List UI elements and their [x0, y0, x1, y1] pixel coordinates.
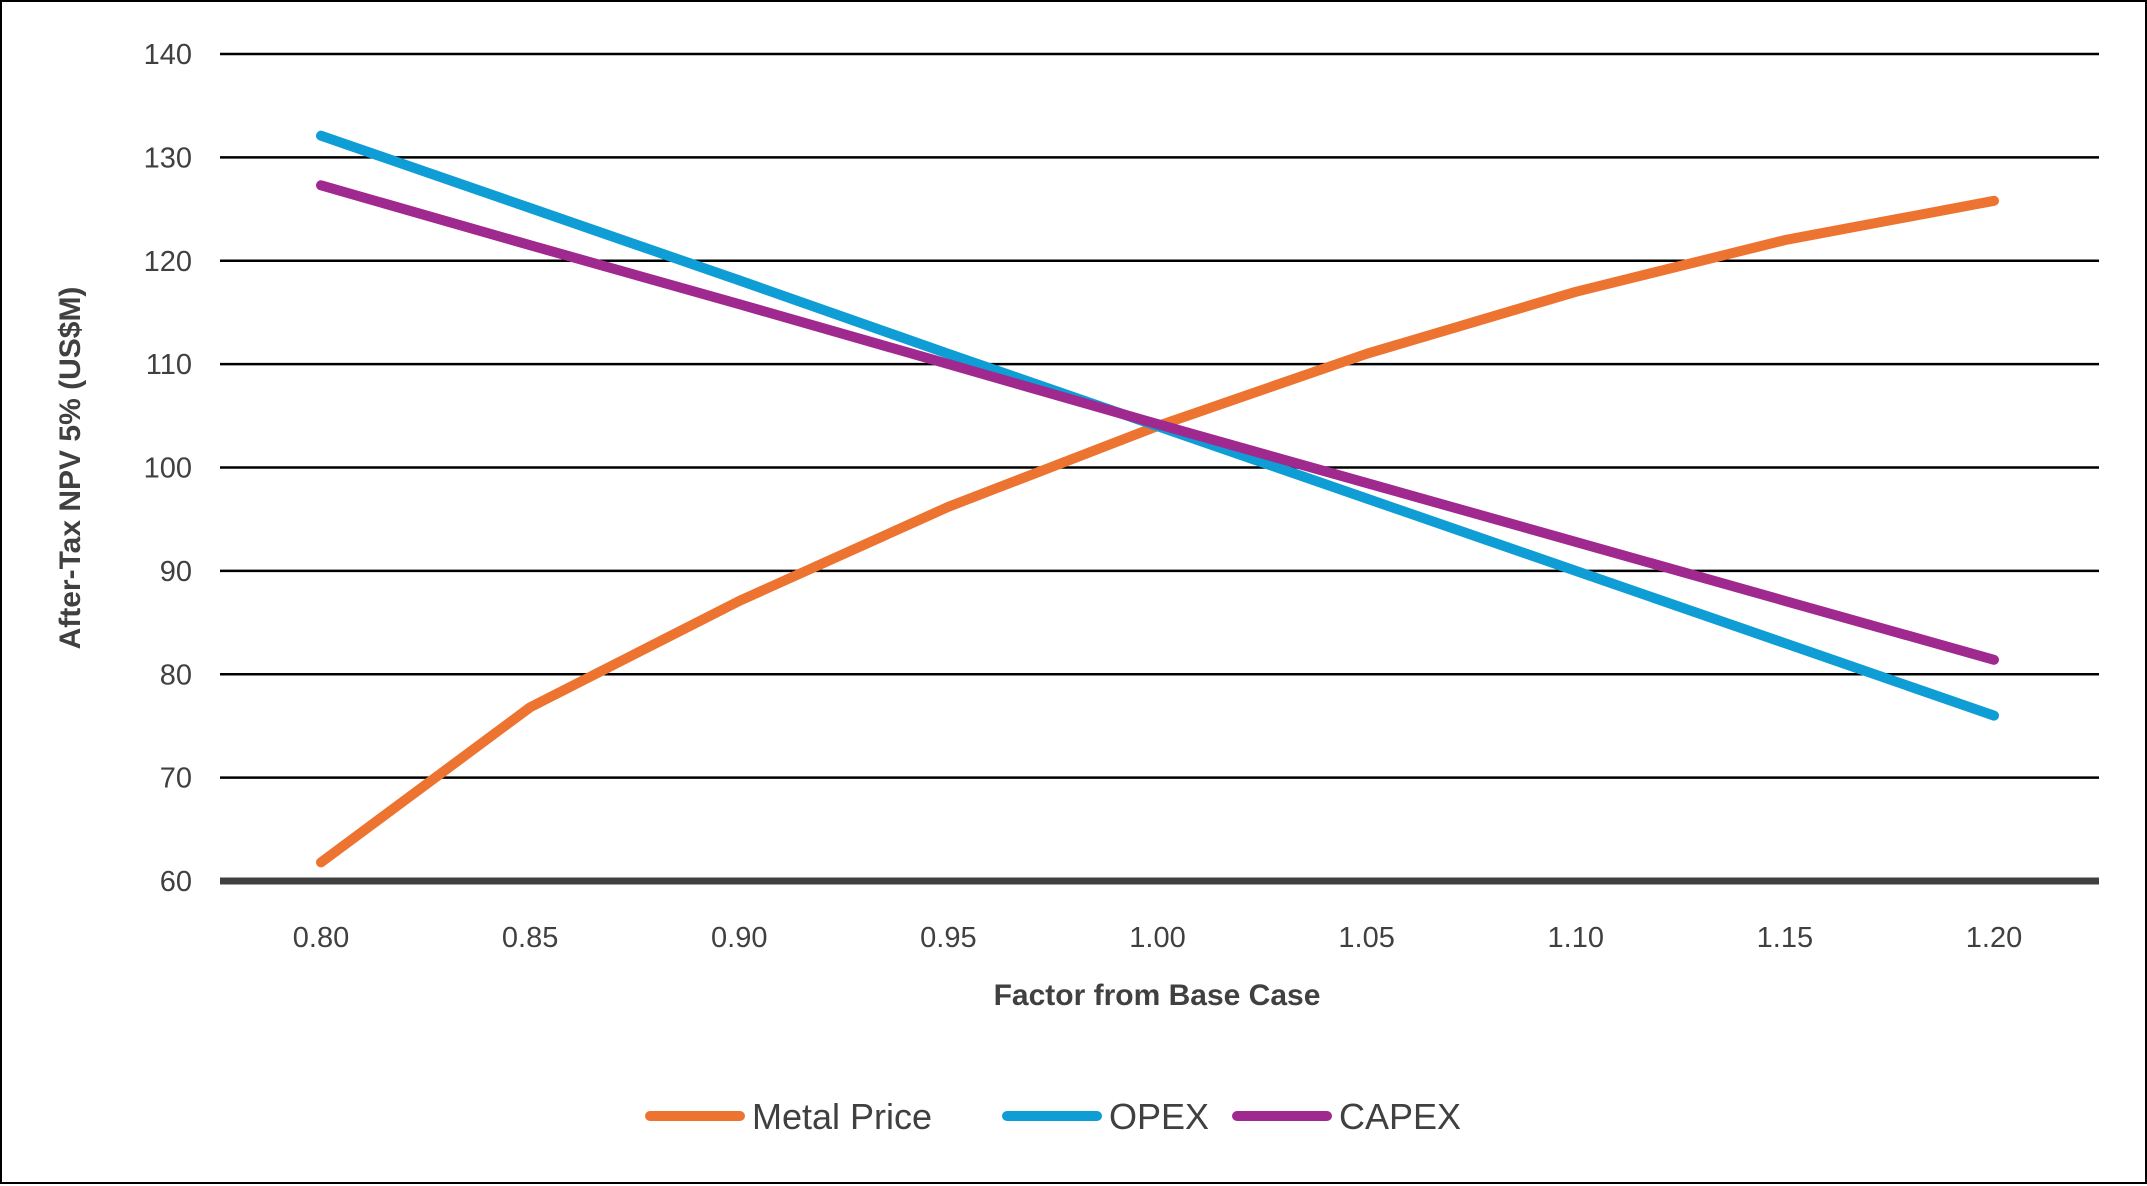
- y-tick-label: 120: [144, 246, 192, 278]
- gridlines: [220, 52, 2099, 885]
- y-tick-label: 80: [160, 659, 192, 691]
- x-tick-label: 1.20: [1966, 922, 2022, 954]
- x-tick-label: 1.05: [1338, 922, 1394, 954]
- y-tick-label: 140: [144, 39, 192, 71]
- y-tick-label: 90: [160, 556, 192, 588]
- x-tick-label: 1.00: [1129, 922, 1185, 954]
- x-tick-label: 1.10: [1548, 922, 1604, 954]
- legend: Metal Price OPEX CAPEX: [645, 1096, 1461, 1137]
- y-axis-title: After-Tax NPV 5% (US$M): [54, 287, 87, 650]
- legend-label: OPEX: [1109, 1096, 1209, 1137]
- x-tick-labels: 0.80 0.85 0.90 0.95 1.00 1.05 1.10 1.15 1.20: [293, 922, 2022, 954]
- legend-item-metal-price[interactable]: Metal Price: [645, 1096, 932, 1137]
- x-tick-label: 0.80: [293, 922, 349, 954]
- y-tick-label: 60: [160, 866, 192, 898]
- series-line-capex: [316, 180, 1999, 665]
- y-tick-label: 130: [144, 142, 192, 174]
- series-line-metal-price: [316, 195, 1999, 868]
- y-tick-label: 110: [146, 349, 192, 381]
- legend-item-capex[interactable]: CAPEX: [1232, 1096, 1461, 1137]
- legend-label: CAPEX: [1339, 1096, 1461, 1137]
- legend-label: Metal Price: [752, 1096, 932, 1137]
- y-tick-labels: 60 70 80 90 100 110 120 130 140: [144, 39, 192, 898]
- x-tick-label: 0.95: [920, 922, 976, 954]
- y-tick-label: 100: [144, 453, 192, 485]
- x-tick-label: 0.90: [711, 922, 767, 954]
- y-tick-label: 70: [160, 763, 192, 795]
- legend-item-opex[interactable]: OPEX: [1002, 1096, 1209, 1137]
- series-lines: [316, 130, 1999, 868]
- x-tick-label: 1.15: [1757, 922, 1813, 954]
- x-tick-label: 0.85: [502, 922, 558, 954]
- x-axis-title: Factor from Base Case: [994, 979, 1321, 1012]
